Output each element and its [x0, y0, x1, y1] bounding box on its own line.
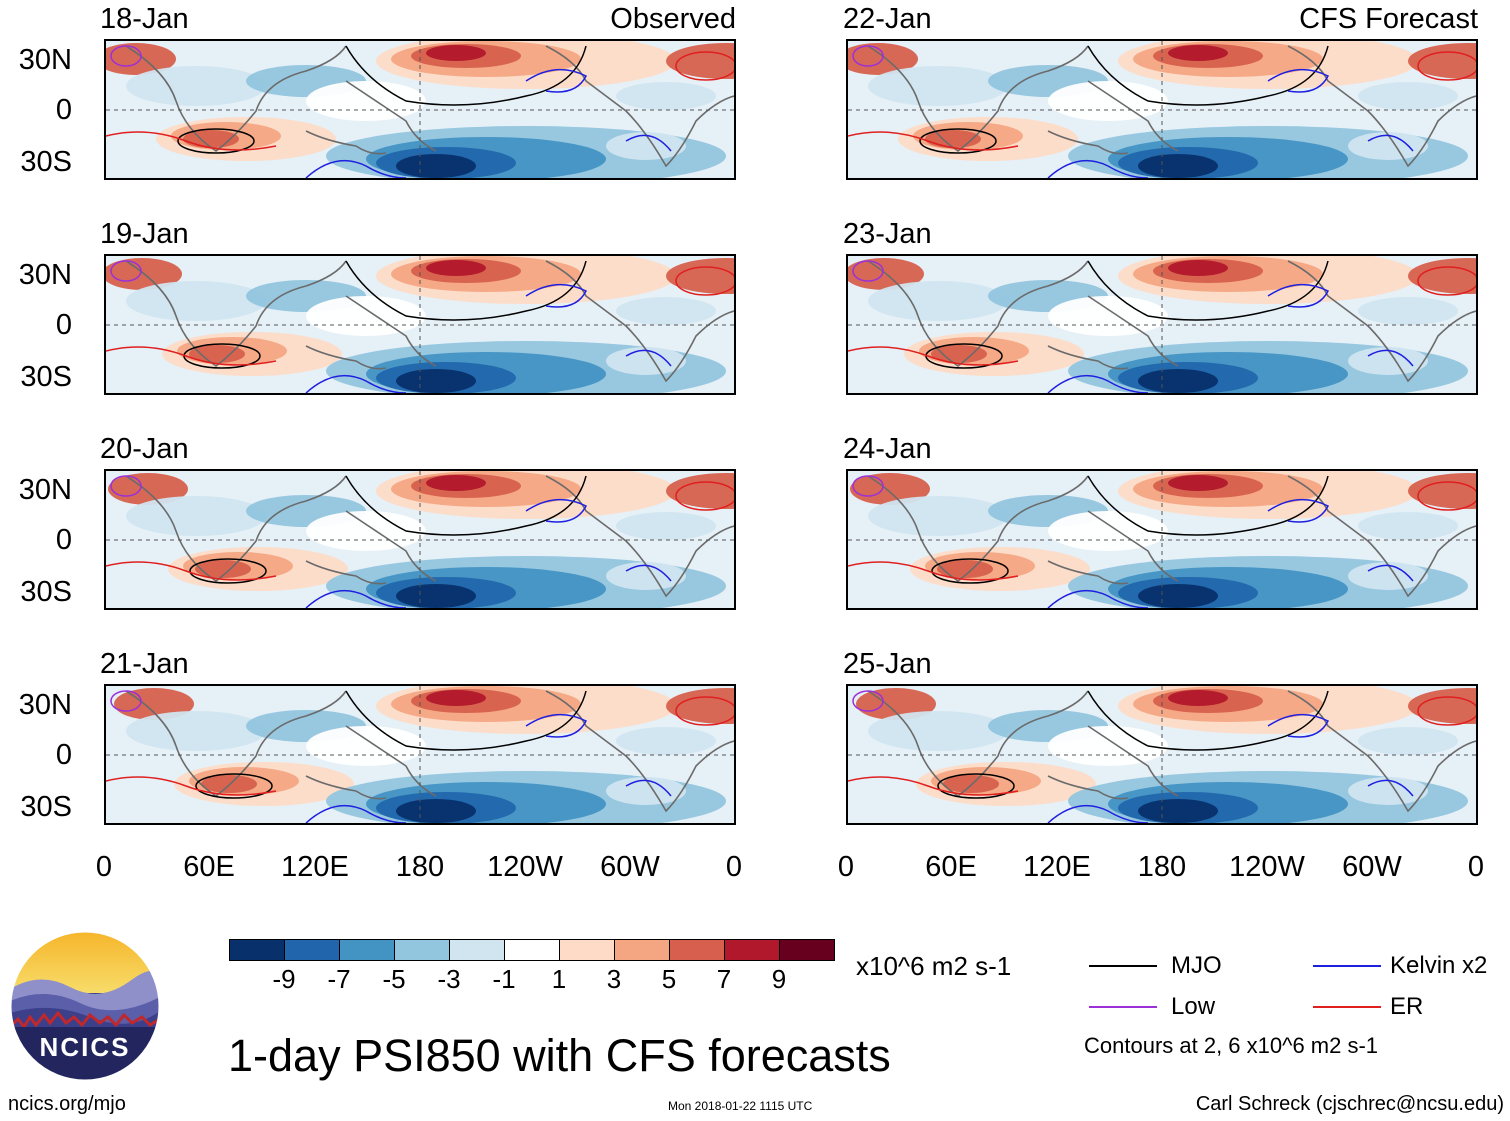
footer-timestamp: Mon 2018-01-22 1115 UTC [668, 1099, 813, 1113]
colorbar-tick-label: -1 [492, 964, 516, 994]
colorbar-tick-label: -5 [382, 964, 406, 994]
colorbar-box [559, 939, 615, 961]
lon-label: 0 [837, 851, 855, 883]
ncics-logo: NCICS [10, 931, 160, 1081]
lon-label: 60E [183, 851, 235, 883]
lat-label-eq: 0 [55, 94, 72, 126]
map-panel-obs-1 [104, 254, 736, 395]
colorbar-units: x10^6 m2 s-1 [856, 951, 1012, 981]
lat-label-eq: 0 [55, 309, 72, 341]
legend-kelvin-line [1313, 965, 1381, 967]
panel-date-fc-3: 25-Jan [843, 648, 932, 680]
lon-label: 60W [1342, 851, 1402, 883]
map-panel-fc-1 [846, 254, 1478, 395]
map-panel-obs-2 [104, 469, 736, 610]
lon-label: 60W [600, 851, 660, 883]
colorbar-tick-label: -7 [327, 964, 351, 994]
map-panel-fc-2 [846, 469, 1478, 610]
lat-label-30n: 30N [18, 44, 72, 76]
lon-label: 120E [281, 851, 349, 883]
colorbar-box [504, 939, 560, 961]
map-field [848, 41, 1476, 178]
panel-date-obs-1: 19-Jan [100, 218, 189, 250]
lat-label-30n: 30N [18, 474, 72, 506]
colorbar-tick-label: -3 [437, 964, 461, 994]
colorbar-box [284, 939, 340, 961]
observed-label: Observed [610, 3, 736, 35]
legend-kelvin-label: Kelvin x2 [1390, 952, 1488, 979]
colorbar-box [339, 939, 395, 961]
footer-author: Carl Schreck (cjschrec@ncsu.edu) [1195, 1093, 1504, 1115]
colorbar-tick-label: -9 [272, 964, 296, 994]
colorbar-box [229, 939, 285, 961]
lon-label: 120E [1023, 851, 1091, 883]
map-panel-fc-3 [846, 684, 1478, 825]
lon-label: 180 [395, 851, 445, 883]
legend-er-label: ER [1390, 993, 1424, 1020]
map-field [106, 256, 734, 393]
colorbar-box [669, 939, 725, 961]
panel-date-obs-3: 21-Jan [100, 648, 189, 680]
colorbar-tick-label: 5 [661, 964, 677, 994]
map-field [848, 256, 1476, 393]
legend-low-line [1089, 1006, 1157, 1008]
map-field [848, 471, 1476, 608]
legend-er-line [1313, 1006, 1381, 1008]
contours-note: Contours at 2, 6 x10^6 m2 s-1 [1084, 1033, 1379, 1058]
lon-label: 0 [725, 851, 743, 883]
colorbar-tick-label: 7 [716, 964, 732, 994]
lon-label: 0 [1467, 851, 1485, 883]
map-field [106, 41, 734, 178]
lat-label-eq: 0 [55, 739, 72, 771]
panel-date-fc-0: 22-Jan [843, 3, 932, 35]
map-panel-fc-0 [846, 39, 1478, 180]
lat-label-eq: 0 [55, 524, 72, 556]
panel-date-obs-0: 18-Jan [100, 3, 189, 35]
map-panel-obs-0 [104, 39, 736, 180]
colorbar-box [779, 939, 835, 961]
forecast-label: CFS Forecast [1299, 3, 1478, 35]
panel-date-fc-2: 24-Jan [843, 433, 932, 465]
panel-date-obs-2: 20-Jan [100, 433, 189, 465]
map-field [848, 686, 1476, 823]
legend-mjo-line [1089, 965, 1157, 967]
lat-label-30s: 30S [20, 576, 72, 608]
legend-mjo-label: MJO [1171, 952, 1222, 979]
lon-label: 180 [1137, 851, 1187, 883]
colorbar-box [394, 939, 450, 961]
lon-label: 0 [95, 851, 113, 883]
colorbar-box [724, 939, 780, 961]
map-field [106, 686, 734, 823]
lat-label-30n: 30N [18, 259, 72, 291]
colorbar-tick-label: 1 [551, 964, 567, 994]
lat-label-30s: 30S [20, 361, 72, 393]
colorbar-box [449, 939, 505, 961]
figure-title: 1-day PSI850 with CFS forecasts [228, 1030, 891, 1081]
logo-text: NCICS [39, 1032, 131, 1062]
lat-label-30n: 30N [18, 689, 72, 721]
colorbar-box [614, 939, 670, 961]
colorbar-tick-label: 9 [771, 964, 787, 994]
map-panel-obs-3 [104, 684, 736, 825]
footer-site: ncics.org/mjo [8, 1093, 126, 1115]
lat-label-30s: 30S [20, 146, 72, 178]
map-field [106, 471, 734, 608]
lat-label-30s: 30S [20, 791, 72, 823]
panel-date-fc-1: 23-Jan [843, 218, 932, 250]
lon-label: 60E [925, 851, 977, 883]
legend-low-label: Low [1171, 993, 1216, 1020]
lon-label: 120W [1229, 851, 1305, 883]
colorbar-tick-label: 3 [606, 964, 622, 994]
lon-label: 120W [487, 851, 563, 883]
